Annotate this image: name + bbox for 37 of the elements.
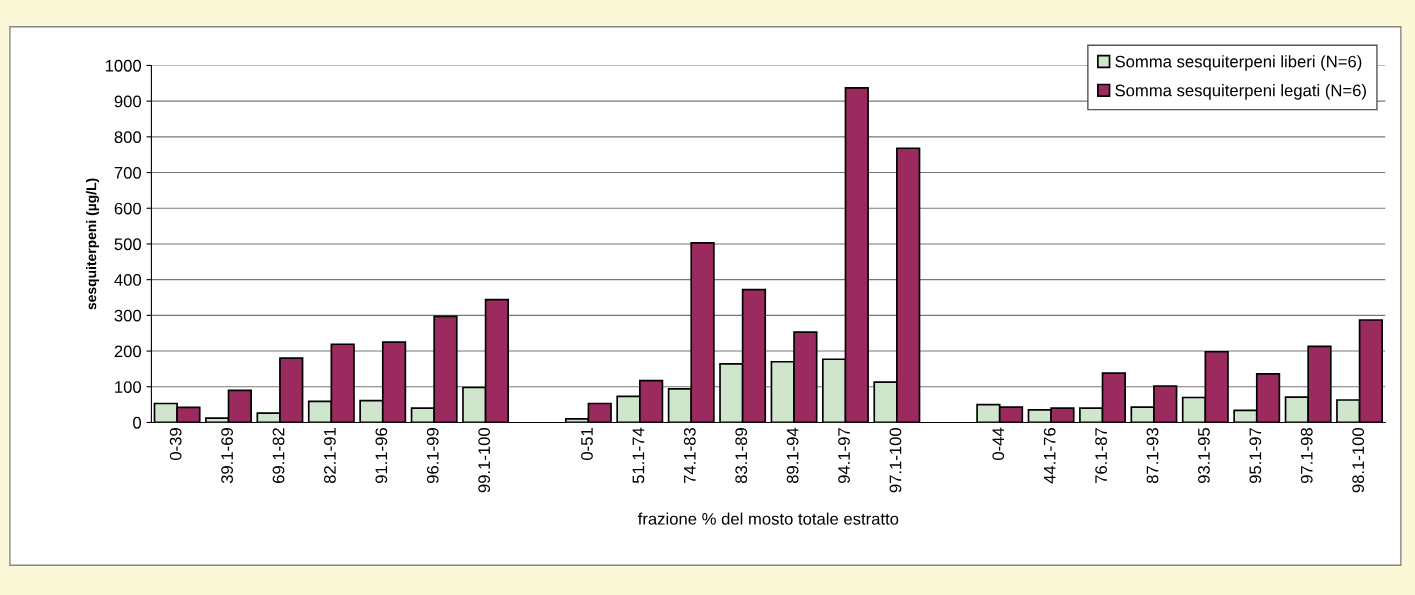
x-tick-label: 87.1-93 <box>1146 428 1159 484</box>
x-tick-label: 97.1-100 <box>889 427 902 493</box>
legend-label: Somma sesquiterpeni liberi (N=6) <box>1115 55 1362 71</box>
y-tick-label: 400 <box>114 274 142 286</box>
x-tick-label: 51.1-74 <box>632 427 645 484</box>
x-tick-label: 89.1-94 <box>786 427 799 484</box>
y-tick-label: 600 <box>114 202 142 215</box>
y-tick-label: 200 <box>114 345 142 358</box>
y-tick-label: 900 <box>114 95 142 108</box>
y-tick-label: 100 <box>115 381 142 393</box>
y-tick-label: 700 <box>114 166 142 179</box>
x-tick-label: 96.1-99 <box>426 428 439 484</box>
y-tick-label: 0 <box>133 416 142 429</box>
x-tick-label: 83.1-89 <box>735 428 748 484</box>
x-tick-label: 0-51 <box>581 428 593 461</box>
x-tick-label: 97.1-98 <box>1300 428 1313 484</box>
x-tick-label: 44.1-76 <box>1043 428 1056 484</box>
y-tick-label: 800 <box>114 131 142 144</box>
x-tick-label: 0-39 <box>169 428 182 461</box>
x-tick-label: 91.1-96 <box>375 428 388 484</box>
x-tick-label: 98.1-100 <box>1352 427 1365 493</box>
x-tick-label: 93.1-95 <box>1198 428 1210 484</box>
legend-label: Somma sesquiterpeni legati (N=6) <box>1115 84 1366 100</box>
x-tick-label: 0-44 <box>992 427 1005 461</box>
x-axis-title: frazione % del mosto totale estratto <box>637 512 899 525</box>
x-tick-label: 74.1-83 <box>683 428 696 483</box>
x-tick-label: 39.1-69 <box>221 428 233 484</box>
x-tick-label: 99.1-100 <box>478 427 491 493</box>
y-tick-label: 300 <box>114 309 142 322</box>
x-tick-label: 69.1-82 <box>272 428 285 483</box>
y-axis-title: sesquiterpeni (µg/L) <box>86 178 100 310</box>
x-tick-label: 95.1-97 <box>1249 428 1262 484</box>
x-tick-label: 82.1-91 <box>324 428 336 484</box>
x-tick-label: 94.1-97 <box>838 428 850 484</box>
y-tick-label: 1000 <box>105 59 142 72</box>
y-tick-label: 500 <box>114 238 142 251</box>
x-tick-label: 76.1-87 <box>1095 428 1107 483</box>
